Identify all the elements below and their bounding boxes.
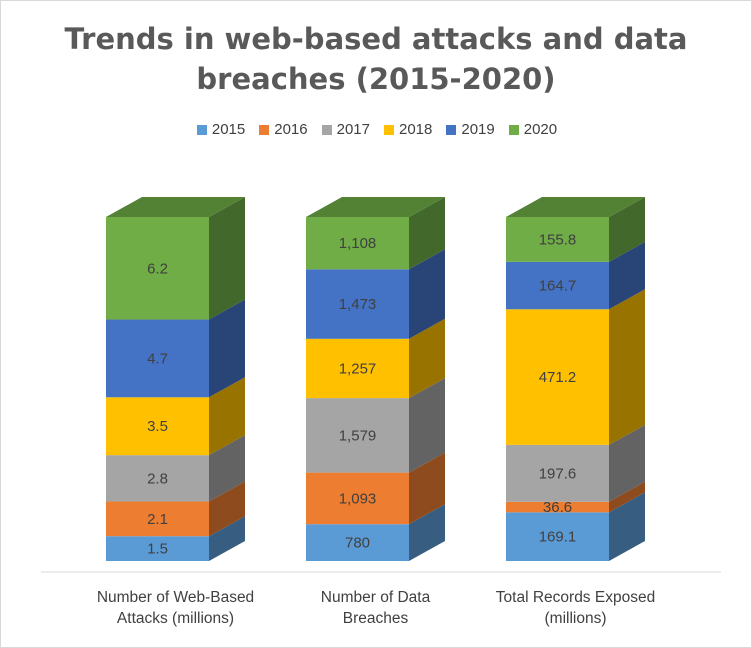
data-label: 197.6	[539, 465, 577, 482]
data-label: 2.1	[147, 511, 168, 528]
legend-label: 2019	[461, 121, 495, 138]
data-label: 1.5	[147, 541, 168, 558]
bar-top-2020	[306, 197, 445, 217]
bar-side-2019	[609, 241, 645, 310]
bar-side-2017	[609, 424, 645, 502]
bar-segment-2016	[306, 472, 409, 525]
legend-item-2019: 2019	[446, 121, 495, 138]
data-label: 36.6	[543, 499, 572, 516]
bar-side-2015	[209, 516, 245, 561]
legend-label: 2018	[399, 121, 433, 138]
legend-item-2016: 2016	[259, 121, 308, 138]
bar-segment-2019	[506, 261, 609, 310]
legend-swatch	[259, 124, 270, 135]
legend-swatch	[196, 124, 207, 135]
data-label: 2.8	[147, 470, 168, 487]
bar-top-2020	[106, 197, 245, 217]
bar-segment-2019	[106, 319, 209, 398]
bar-segment-2018	[506, 309, 609, 445]
bar-top-2020	[506, 197, 645, 217]
data-label: 1,108	[339, 235, 377, 252]
legend-swatch	[384, 124, 394, 135]
bar-side-2018	[209, 377, 245, 456]
bar-side-2020	[609, 197, 645, 262]
bar-side-2017	[409, 378, 445, 473]
bar-stack: 1.5 2.1 2.8 3.5 4.7 6.2	[106, 197, 245, 561]
bar-side-2016	[609, 481, 645, 513]
bar-side-2016	[409, 452, 445, 525]
data-label: 169.1	[539, 529, 577, 546]
bar-segment-2015	[106, 536, 209, 561]
bar-side-2019	[209, 299, 245, 398]
data-label: 1,473	[339, 296, 377, 313]
data-label: 1,257	[339, 360, 377, 377]
bar-segment-2016	[506, 501, 609, 513]
chart-title: Trends in web-based attacks and data bre…	[64, 22, 688, 96]
bar-segment-2019	[306, 269, 409, 339]
bar-side-2015	[409, 504, 445, 561]
data-label: 6.2	[147, 260, 168, 277]
bar-segment-2015	[506, 512, 609, 561]
bar-segment-2016	[106, 501, 209, 537]
legend-label: 2016	[274, 121, 308, 138]
legend-label: 2015	[211, 121, 246, 138]
data-label: 164.7	[539, 278, 577, 295]
bar-segment-2017	[506, 444, 609, 502]
bar-segment-2018	[106, 397, 209, 456]
category-label: Number of Web-Based Attacks (millions)	[96, 589, 255, 627]
bar-segment-2015	[306, 524, 409, 561]
bar-side-2020	[209, 197, 245, 320]
data-label: 471.2	[539, 369, 577, 386]
legend-item-2020: 2020	[508, 121, 558, 138]
bar-side-2019	[409, 249, 445, 339]
bar-side-2016	[209, 481, 245, 537]
bar-side-2017	[209, 435, 245, 502]
legend-label: 2017	[336, 121, 370, 138]
bar-segment-2020	[306, 217, 409, 270]
legend-swatch	[446, 124, 457, 135]
bar-side-2015	[609, 492, 645, 561]
data-label: 1,093	[339, 490, 377, 507]
bar-segment-2018	[306, 338, 409, 399]
bar-side-2018	[409, 318, 445, 399]
bar-segment-2020	[106, 217, 209, 320]
data-label: 780	[345, 535, 370, 552]
data-label: 1,579	[339, 427, 377, 444]
bar-stack: 169.1 36.6 197.6 471.2 164.7 155.8	[506, 197, 645, 561]
legend-label: 2020	[523, 121, 558, 138]
legend-item-2017: 2017	[321, 121, 370, 138]
bar-segment-2017	[106, 455, 209, 502]
data-label: 155.8	[539, 231, 577, 248]
legend-item-2018: 2018	[384, 121, 432, 138]
legend-item-2015: 2015	[196, 121, 246, 138]
category-label: Total Records Exposed (millions)	[495, 589, 656, 627]
data-label: 3.5	[147, 418, 168, 435]
bar-side-2018	[609, 289, 645, 445]
bar-segment-2020	[506, 217, 609, 262]
category-label: Number of Data Breaches	[320, 589, 431, 627]
legend-swatch	[321, 124, 332, 135]
bar-stack: 780 1,093 1,579 1,257 1,473 1,108	[306, 197, 445, 561]
chart-legend: 2015 2016 2017 2018 2019 2020	[1, 121, 752, 138]
legend-swatch	[508, 124, 519, 135]
data-label: 4.7	[147, 350, 168, 367]
bar-segment-2017	[306, 398, 409, 473]
bar-side-2020	[409, 197, 445, 270]
